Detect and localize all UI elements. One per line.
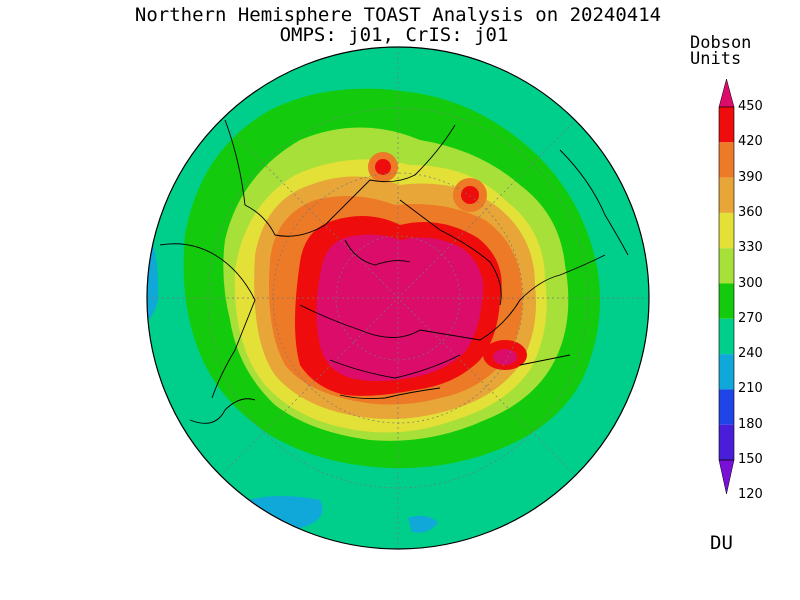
colorbar-tick-label: 120 <box>738 487 763 503</box>
colorbar-frame <box>718 106 735 461</box>
band-450-480 <box>316 234 484 381</box>
colorbar-band-240-270 <box>719 318 734 355</box>
colorbar-band-360-390 <box>719 177 734 213</box>
colorbar-tick-label: 150 <box>738 452 763 467</box>
colorbar-tick-label: 390 <box>738 169 763 185</box>
colorbar-tick-label: 450 <box>738 99 763 114</box>
colorbar-tick-label: 420 <box>738 134 763 150</box>
colorbar-tick-label: 360 <box>738 204 763 220</box>
map-title: Northern Hemisphere TOAST Analysis on 20… <box>134 4 662 26</box>
map-border <box>146 46 650 550</box>
ozone-field <box>147 47 649 549</box>
colorbar-tick-label: 180 <box>738 416 763 432</box>
band-210-240-south2 <box>408 515 438 533</box>
colorbar-band-420-450 <box>719 107 734 143</box>
map-subtitle: OMPS: j01, CrIS: j01 <box>279 24 509 46</box>
colorbar-band-210-240 <box>719 354 734 390</box>
hotspot-core-1 <box>375 159 391 175</box>
colorbar-band-330-360 <box>719 212 734 249</box>
colorbar-band-270-300 <box>719 283 734 319</box>
colorbar-tick-label: 240 <box>738 346 763 362</box>
colorbar-tick-label: 300 <box>738 275 763 291</box>
graticule <box>147 47 649 549</box>
units-line2: Units <box>690 49 742 69</box>
colorbar <box>718 78 735 495</box>
colorbar-band-390-420 <box>719 142 734 178</box>
colorbar-band-150-180 <box>719 424 734 460</box>
colorbar-band-180-210 <box>719 389 734 425</box>
colorbar-band-120-150 <box>718 459 735 495</box>
units-label: Dobson Units <box>690 33 780 69</box>
band-210-240-south <box>248 496 323 528</box>
units-line1: Dobson <box>690 33 752 53</box>
hotspot-peak-3 <box>493 349 517 365</box>
colorbar-band-450-480 <box>718 78 735 108</box>
colorbar-tick-label: 210 <box>738 381 763 397</box>
hotspot-core-2 <box>461 186 479 204</box>
colorbar-tick-label: 270 <box>738 310 763 326</box>
colorbar-tick-label: 330 <box>738 240 763 256</box>
colorbar-band-300-330 <box>719 248 734 284</box>
coastlines <box>159 119 629 424</box>
du-label: DU <box>710 532 733 554</box>
